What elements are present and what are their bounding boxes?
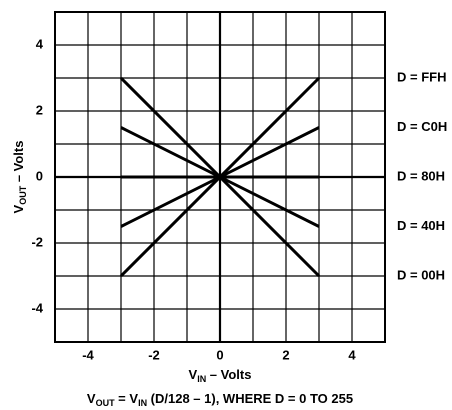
x-axis-label-part: – Volts <box>206 367 251 382</box>
x-axis-label-part: IN <box>197 374 206 384</box>
caption: VOUT = VIN (D/128 – 1), WHERE D = 0 TO 2… <box>87 391 353 408</box>
y-axis-label-part: OUT <box>18 185 28 205</box>
series-label: D = 80H <box>397 168 445 183</box>
series-label: D = 40H <box>397 218 445 233</box>
series-label: D = FFH <box>397 69 446 84</box>
x-tick-label: 2 <box>282 347 289 362</box>
y-axis-label: VOUT – Volts <box>11 141 28 214</box>
series-label: D = C0H <box>397 119 447 134</box>
x-tick-label: 4 <box>348 347 356 362</box>
x-tick-label: -4 <box>82 347 94 362</box>
plot-frame <box>54 11 386 343</box>
y-axis-label-part: V <box>11 204 26 213</box>
y-tick-label: 2 <box>36 102 43 117</box>
y-tick-label: -2 <box>31 234 43 249</box>
caption-part: IN <box>138 398 147 408</box>
y-axis-label-part: – Volts <box>11 141 26 186</box>
series-label: D = 00H <box>397 267 445 282</box>
y-tick-label: 4 <box>36 36 44 51</box>
x-axis-label-part: V <box>189 367 198 382</box>
x-tick-label: 0 <box>216 347 223 362</box>
x-tick-label: -2 <box>148 347 160 362</box>
caption-part: OUT <box>96 398 116 408</box>
caption-part: (D/128 – 1), WHERE D = 0 TO 255 <box>147 391 353 406</box>
data-line <box>119 76 321 278</box>
y-tick-label: -4 <box>31 300 43 315</box>
caption-part: = V <box>115 391 139 406</box>
y-tick-label: 0 <box>36 168 43 183</box>
caption-part: V <box>87 391 96 406</box>
x-axis-label: VIN – Volts <box>189 367 252 384</box>
